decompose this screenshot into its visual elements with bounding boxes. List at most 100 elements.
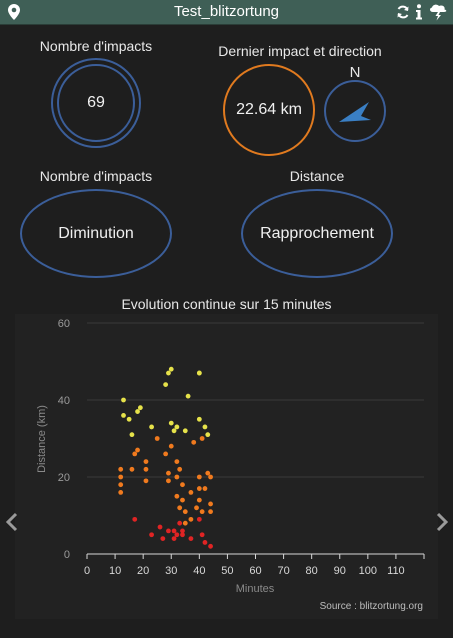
data-point — [135, 447, 140, 453]
y-tick-label: 0 — [64, 549, 70, 561]
data-point — [166, 370, 171, 376]
data-point — [174, 459, 180, 464]
data-point — [208, 474, 213, 480]
x-tick-label: 10 — [109, 565, 121, 577]
x-tick-label: 100 — [359, 565, 377, 577]
impacts-count-gauge: 69 — [51, 58, 141, 148]
data-point — [168, 443, 174, 449]
data-point — [174, 474, 180, 480]
data-point — [171, 528, 177, 534]
data-point — [202, 540, 208, 545]
data-point — [196, 516, 202, 522]
data-point — [174, 493, 180, 499]
app-title-bar: Test_blitzortung — [0, 0, 453, 25]
data-point — [180, 532, 185, 538]
data-point — [154, 436, 160, 441]
storm-icon[interactable] — [428, 3, 448, 21]
impacts-count-label: Nombre d'impacts — [39, 38, 153, 54]
data-point — [143, 459, 149, 464]
next-chevron-icon[interactable] — [435, 512, 449, 532]
data-point — [188, 490, 194, 495]
y-tick-label: 20 — [58, 472, 70, 484]
last-impact-distance-value: 22.64 km — [236, 101, 302, 118]
data-point — [196, 474, 202, 480]
data-point — [177, 520, 183, 526]
data-point — [185, 393, 191, 399]
data-point — [126, 416, 132, 422]
x-tick-label: 90 — [334, 565, 346, 577]
data-point — [196, 370, 202, 376]
data-point — [182, 428, 188, 434]
data-point — [121, 413, 126, 418]
data-point — [132, 516, 138, 522]
data-point — [118, 490, 124, 495]
data-point — [163, 382, 169, 387]
data-point — [205, 432, 211, 438]
impacts-trend-label: Nombre d'impacts — [39, 168, 153, 184]
data-point — [196, 486, 202, 491]
impacts-trend-badge: Diminution — [20, 189, 172, 278]
data-point — [143, 466, 149, 472]
data-point — [171, 428, 177, 434]
direction-arrow-icon — [339, 102, 371, 122]
data-point — [208, 509, 213, 515]
data-point — [180, 497, 185, 503]
last-impact-distance-gauge: 22.64 km — [223, 64, 315, 156]
compass-north-label: N — [349, 64, 361, 81]
direction-compass — [324, 80, 386, 142]
data-point — [205, 470, 211, 476]
data-point — [166, 470, 171, 476]
data-point — [149, 424, 154, 430]
data-point — [199, 436, 205, 441]
data-point — [174, 532, 180, 538]
data-point — [188, 536, 194, 541]
data-point — [168, 366, 174, 372]
impacts-count-inner-ring: 69 — [57, 64, 135, 142]
data-point — [199, 532, 205, 538]
x-tick-label: 20 — [137, 565, 149, 577]
data-point — [132, 451, 138, 457]
info-icon[interactable] — [415, 4, 423, 20]
last-impact-label: Dernier impact et direction — [218, 43, 382, 59]
data-point — [174, 424, 180, 430]
data-point — [135, 409, 140, 414]
x-tick-label: 30 — [165, 565, 177, 577]
data-point — [188, 516, 194, 522]
data-point — [194, 505, 199, 511]
data-point — [118, 466, 124, 472]
app-title: Test_blitzortung — [173, 3, 280, 20]
data-point — [196, 497, 202, 503]
chart-points — [118, 366, 213, 549]
data-point — [166, 478, 171, 484]
impacts-trend-value: Diminution — [58, 224, 134, 242]
chart-axes: 0 20 40 60 0 10 20 30 40 50 60 70 80 90 100 110 — [58, 318, 425, 577]
data-point — [177, 466, 183, 472]
data-point — [196, 416, 202, 422]
distance-trend-label: Distance — [289, 168, 345, 184]
x-tick-label: 50 — [221, 565, 233, 577]
x-tick-label: 80 — [306, 565, 318, 577]
data-point — [202, 424, 208, 430]
data-point — [143, 478, 149, 484]
data-point — [208, 501, 213, 507]
x-axis-title: Minutes — [236, 583, 275, 595]
x-tick-label: 40 — [193, 565, 205, 577]
data-point — [129, 432, 135, 438]
data-point — [160, 536, 166, 541]
data-point — [137, 405, 143, 411]
data-point — [199, 509, 205, 515]
data-point — [182, 520, 188, 526]
data-point — [163, 451, 169, 457]
data-point — [166, 528, 171, 534]
previous-chevron-icon[interactable] — [5, 512, 19, 532]
x-tick-label: 60 — [249, 565, 261, 577]
refresh-icon[interactable] — [396, 5, 410, 19]
data-point — [208, 543, 213, 549]
chart-panel — [15, 314, 438, 619]
data-point — [171, 536, 177, 541]
x-tick-label: 0 — [84, 565, 90, 577]
data-point — [129, 466, 135, 472]
map-marker-icon[interactable] — [8, 4, 20, 20]
y-tick-label: 40 — [58, 395, 70, 407]
